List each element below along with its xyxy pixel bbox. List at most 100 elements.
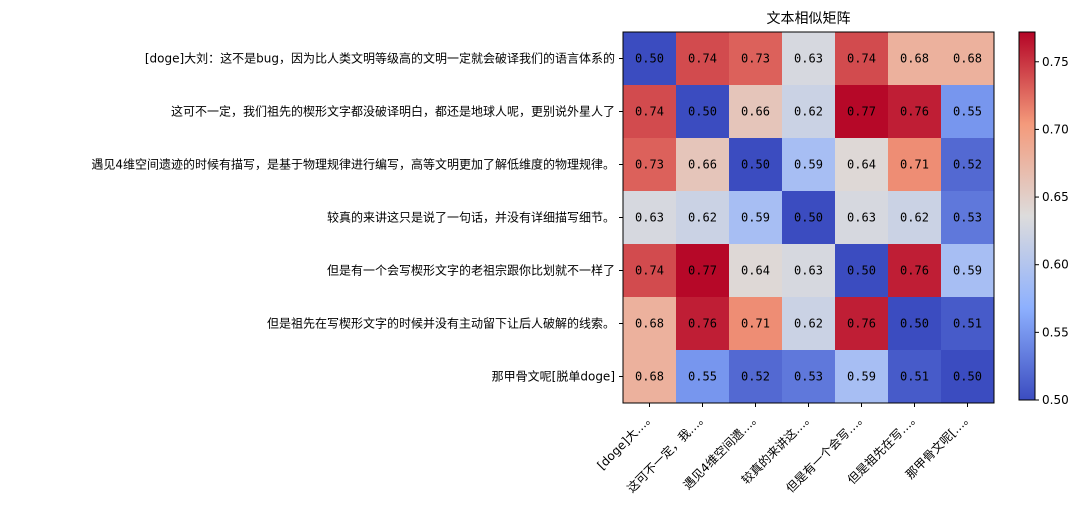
cell-value-label: 0.77 <box>847 105 876 119</box>
heatmap-cell <box>941 350 995 404</box>
cell-value-label: 0.62 <box>794 105 823 119</box>
chart-title: 文本相似矩阵 <box>767 11 851 27</box>
heatmap-cell <box>729 32 783 86</box>
colorbar-tick-label: 0.70 <box>1042 122 1069 136</box>
row-label: 遇见4维空间遗迹的时候有描写，是基于物理规律进行编写，高等文明更加了解低维度的物… <box>91 157 615 172</box>
cell-value-label: 0.63 <box>794 52 823 66</box>
cell-value-label: 0.76 <box>847 317 876 331</box>
heatmap-cell <box>729 297 783 351</box>
heatmap-cell <box>888 138 942 192</box>
cell-value-label: 0.77 <box>688 264 717 278</box>
heatmap-cell <box>888 191 942 245</box>
cell-value-label: 0.73 <box>635 158 664 172</box>
cell-value-label: 0.71 <box>900 158 929 172</box>
heatmap-cell <box>676 297 730 351</box>
heatmap-cell <box>782 350 836 404</box>
heatmap-cell <box>676 244 730 298</box>
heatmap-cell <box>941 85 995 139</box>
cell-value-label: 0.50 <box>953 370 982 384</box>
cell-value-label: 0.52 <box>741 370 770 384</box>
cell-value-label: 0.68 <box>635 370 664 384</box>
colorbar <box>1018 31 1036 401</box>
heatmap-cell <box>888 85 942 139</box>
heatmap-cell <box>888 297 942 351</box>
cell-value-label: 0.74 <box>635 105 664 119</box>
heatmap-cell <box>888 244 942 298</box>
cell-value-label: 0.64 <box>741 264 770 278</box>
row-label: 较真的来讲这只是说了一句话，并没有详细描写细节。 <box>327 210 615 225</box>
cell-value-label: 0.71 <box>741 317 770 331</box>
row-label: 那甲骨文呢[脱单doge] <box>492 369 615 384</box>
cell-value-label: 0.76 <box>900 264 929 278</box>
cell-value-label: 0.50 <box>900 317 929 331</box>
heatmap-cell <box>729 85 783 139</box>
cell-value-label: 0.66 <box>741 105 770 119</box>
row-label: 但是有一个会写楔形文字的老祖宗跟你比划就不一样了 <box>327 263 615 278</box>
heatmap-cell <box>729 138 783 192</box>
heatmap-cell <box>623 350 677 404</box>
cell-value-label: 0.59 <box>847 370 876 384</box>
colorbar-tick-label: 0.55 <box>1042 325 1069 339</box>
colorbar-tick-label: 0.60 <box>1042 258 1069 272</box>
cell-value-label: 0.51 <box>900 370 929 384</box>
cell-value-label: 0.76 <box>688 317 717 331</box>
cell-value-label: 0.52 <box>953 158 982 172</box>
cell-value-label: 0.59 <box>794 158 823 172</box>
heatmap-cell <box>835 191 889 245</box>
cell-value-label: 0.50 <box>688 105 717 119</box>
cell-value-label: 0.51 <box>953 317 982 331</box>
heatmap-cell <box>782 32 836 86</box>
cell-value-label: 0.66 <box>688 158 717 172</box>
heatmap-cell <box>676 85 730 139</box>
heatmap-cell <box>835 297 889 351</box>
heatmap-cell <box>623 138 677 192</box>
heatmap-cell <box>676 138 730 192</box>
cell-value-label: 0.50 <box>794 211 823 225</box>
cell-value-label: 0.62 <box>794 317 823 331</box>
cell-value-label: 0.73 <box>741 52 770 66</box>
heatmap-cell <box>835 85 889 139</box>
heatmap-cell <box>941 244 995 298</box>
heatmap-cell <box>941 297 995 351</box>
row-label: 这可不一定，我们祖先的楔形文字都没破译明白，都还是地球人呢，更别说外星人了 <box>171 104 615 119</box>
heatmap-cell <box>941 32 995 86</box>
cell-value-label: 0.55 <box>688 370 717 384</box>
heatmap-cell <box>941 138 995 192</box>
cell-value-label: 0.50 <box>847 264 876 278</box>
row-labels: [doge]大刘：这不是bug，因为比人类文明等级高的文明一定就会破译我们的语言… <box>91 51 623 384</box>
heatmap-cell <box>729 244 783 298</box>
cell-value-label: 0.63 <box>794 264 823 278</box>
cell-value-label: 0.63 <box>635 211 664 225</box>
colorbar-tick-label: 0.65 <box>1042 190 1069 204</box>
heatmap-cell <box>623 244 677 298</box>
heatmap-cell <box>835 138 889 192</box>
cell-value-label: 0.62 <box>688 211 717 225</box>
cell-value-label: 0.53 <box>794 370 823 384</box>
heatmap-cell <box>782 244 836 298</box>
colorbar-tick-label: 0.75 <box>1042 55 1069 69</box>
cell-value-label: 0.74 <box>847 52 876 66</box>
cell-value-label: 0.68 <box>953 52 982 66</box>
cell-value-label: 0.76 <box>900 105 929 119</box>
heatmap-cell <box>782 297 836 351</box>
cell-value-label: 0.55 <box>953 105 982 119</box>
heatmap-cell <box>729 191 783 245</box>
colorbar-tick-label: 0.50 <box>1042 393 1069 407</box>
cell-value-label: 0.50 <box>741 158 770 172</box>
heatmap-cell <box>623 191 677 245</box>
row-label: 但是祖先在写楔形文字的时候并没有主动留下让后人破解的线索。 <box>267 316 615 331</box>
heatmap-cell <box>623 32 677 86</box>
heatmap-cell <box>835 32 889 86</box>
heatmap-cell <box>676 32 730 86</box>
cell-value-label: 0.63 <box>847 211 876 225</box>
column-labels: [doge]大…。这可不一定，我…。遇见4维空间遗…。较真的来讲这…。但是有一个… <box>594 403 976 495</box>
cell-value-label: 0.68 <box>900 52 929 66</box>
cell-value-label: 0.68 <box>635 317 664 331</box>
heatmap-cell <box>888 350 942 404</box>
cell-value-label: 0.74 <box>688 52 717 66</box>
heatmap-cell <box>835 350 889 404</box>
cell-value-label: 0.53 <box>953 211 982 225</box>
heatmap-cell <box>782 85 836 139</box>
cell-value-label: 0.74 <box>635 264 664 278</box>
heatmap-cell <box>676 191 730 245</box>
